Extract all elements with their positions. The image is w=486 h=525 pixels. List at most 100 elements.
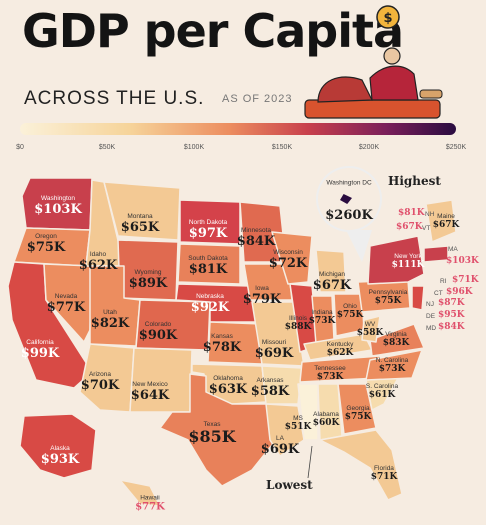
scale-tick: $150K: [271, 144, 293, 151]
label-alabama: Alabama $60K: [312, 410, 340, 428]
label-new-york: New York $111K: [391, 252, 425, 270]
label-georgia: Georgia $75K: [344, 404, 372, 422]
state-west-virginia: [361, 315, 381, 343]
lowest-callout: Lowest: [266, 478, 313, 492]
ne-de-name: DE: [426, 313, 436, 320]
label-arizona: Arizona $70K: [80, 370, 120, 393]
label-nevada: Nevada $77K: [46, 292, 86, 315]
label-ohio: Ohio $75K: [336, 302, 364, 320]
scale-tick: $100K: [183, 144, 205, 151]
label-oregon: Oregon $75K: [26, 232, 66, 255]
ne-nj-value: $87K: [438, 298, 465, 308]
state-new-jersey: [411, 285, 425, 311]
state-texas: [159, 373, 277, 487]
scale-tick: $250K: [445, 144, 467, 151]
label-wisconsin: Wisconsin $72K: [268, 248, 308, 271]
label-west-virginia: WV $58K: [356, 320, 384, 338]
ne-md-name: MD: [426, 325, 437, 332]
state-massachusetts: [423, 245, 449, 263]
label-montana: Montana $65K: [120, 212, 160, 235]
label-idaho: Idaho $62K: [78, 250, 118, 273]
lowest-pointer: [307, 445, 313, 479]
ne-vt-value: $67K: [396, 222, 423, 232]
label-wyoming: Wyoming $89K: [128, 268, 168, 291]
person-illustration: [304, 47, 443, 119]
state-maine: [425, 199, 457, 243]
label-arkansas: Arkansas $58K: [250, 376, 290, 399]
state-north-dakota: [179, 199, 241, 245]
label-pennsylvania: Pennsylvania $75K: [368, 288, 408, 306]
dc-name: Washington DC: [326, 179, 372, 187]
subtitle: ACROSS THE U.S.: [24, 88, 205, 109]
ne-vt-name: VT: [422, 225, 431, 232]
ne-nh-value: $81K: [398, 208, 425, 218]
ne-ri-name: RI: [440, 278, 447, 285]
ne-ct-name: CT: [434, 290, 443, 297]
state-south-dakota: [177, 243, 241, 285]
label-illinois: Illinois $88K: [284, 314, 312, 332]
state-montana: [103, 181, 181, 241]
scale-tick: $0: [16, 144, 24, 151]
state-nevada: [43, 263, 93, 343]
label-north-carolina: N. Carolina $73K: [375, 356, 409, 374]
label-kentucky: Kentucky $62K: [326, 340, 354, 358]
state-hawaii: [119, 479, 161, 507]
coin-icon: $: [376, 5, 400, 29]
dc-marker: [340, 194, 352, 204]
svg-text:$: $: [383, 11, 392, 26]
label-florida: Florida $71K: [370, 464, 398, 482]
state-virginia: [369, 323, 425, 357]
label-missouri: Missouri $69K: [254, 338, 294, 361]
ne-ct-value: $96K: [446, 287, 473, 297]
label-iowa: Iowa $79K: [242, 284, 282, 307]
label-oklahoma: Oklahoma $63K: [208, 374, 248, 397]
ne-md-value: $84K: [438, 322, 465, 332]
label-colorado: Colorado $90K: [138, 320, 178, 343]
label-utah: Utah $82K: [90, 308, 130, 331]
label-minnesota: Minnesota $84K: [236, 226, 276, 249]
highest-pointer: [346, 230, 372, 262]
label-south-dakota: South Dakota $81K: [188, 254, 228, 277]
label-new-mexico: New Mexico $64K: [130, 380, 170, 403]
label-michigan: Michigan $67K: [312, 270, 352, 293]
ne-nh-name: NH: [425, 211, 435, 218]
label-indiana: Indiana $73K: [308, 308, 336, 326]
label-maine: Maine $67K: [432, 212, 460, 230]
label-louisiana: LA $69K: [260, 434, 300, 457]
label-virginia: Virginia $83K: [382, 330, 410, 348]
label-washington: Washington $103K: [34, 194, 82, 217]
label-california: California $99K: [20, 338, 60, 361]
scale-tick: $200K: [358, 144, 380, 151]
ne-ri-value: $71K: [452, 275, 479, 285]
label-north-dakota: North Dakota $97K: [188, 218, 228, 241]
scale-tick: $50K: [98, 144, 116, 151]
state-louisiana: [265, 403, 305, 457]
state-michigan: [315, 249, 347, 293]
label-hawaii: Hawaii $77K: [135, 494, 165, 513]
ne-ma-value: $103K: [446, 256, 479, 266]
label-dc: Washington DC: [326, 179, 372, 188]
label-texas: Texas $85K: [188, 421, 236, 447]
state-alaska: [19, 413, 97, 479]
highest-callout: Highest: [388, 174, 441, 188]
state-arizona: [79, 343, 135, 413]
as-of-label: AS OF 2023: [222, 93, 293, 105]
state-new-york: [367, 235, 425, 285]
ne-nj-name: NJ: [426, 301, 434, 308]
color-scale-bar: [20, 123, 456, 135]
state-arkansas: [261, 365, 303, 405]
label-kansas: Kansas $78K: [202, 332, 242, 355]
page-title: GDP per Capita: [22, 4, 404, 58]
state-wisconsin: [271, 231, 313, 285]
state-florida: [319, 429, 403, 501]
state-mississippi: [297, 383, 319, 441]
ne-de-value: $95K: [438, 310, 465, 320]
label-mississippi: MS $51K: [284, 414, 312, 432]
state-north-carolina: [365, 349, 423, 381]
ne-ma-name: MA: [448, 246, 458, 253]
label-tennessee: Tennessee $73K: [314, 364, 346, 382]
label-south-carolina: S. Carolina $61K: [365, 382, 399, 400]
state-georgia: [337, 383, 377, 435]
